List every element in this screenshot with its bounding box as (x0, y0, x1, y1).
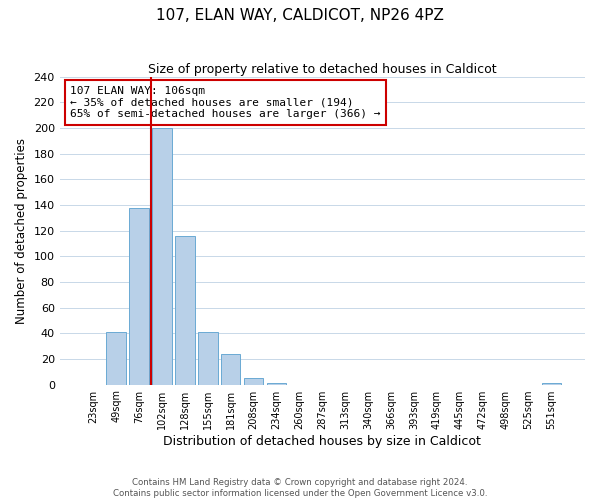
Bar (198, 332, 218, 384)
Bar (175, 236, 194, 384)
Bar (130, 208, 149, 384)
Bar (221, 354, 241, 384)
Text: 107, ELAN WAY, CALDICOT, NP26 4PZ: 107, ELAN WAY, CALDICOT, NP26 4PZ (156, 8, 444, 22)
Title: Size of property relative to detached houses in Caldicot: Size of property relative to detached ho… (148, 62, 497, 76)
Bar (152, 128, 172, 384)
Text: Contains HM Land Registry data © Crown copyright and database right 2024.
Contai: Contains HM Land Registry data © Crown c… (113, 478, 487, 498)
Y-axis label: Number of detached properties: Number of detached properties (15, 138, 28, 324)
Bar (244, 378, 263, 384)
X-axis label: Distribution of detached houses by size in Caldicot: Distribution of detached houses by size … (163, 434, 481, 448)
Bar (106, 332, 126, 384)
Text: 107 ELAN WAY: 106sqm
← 35% of detached houses are smaller (194)
65% of semi-deta: 107 ELAN WAY: 106sqm ← 35% of detached h… (70, 86, 380, 119)
